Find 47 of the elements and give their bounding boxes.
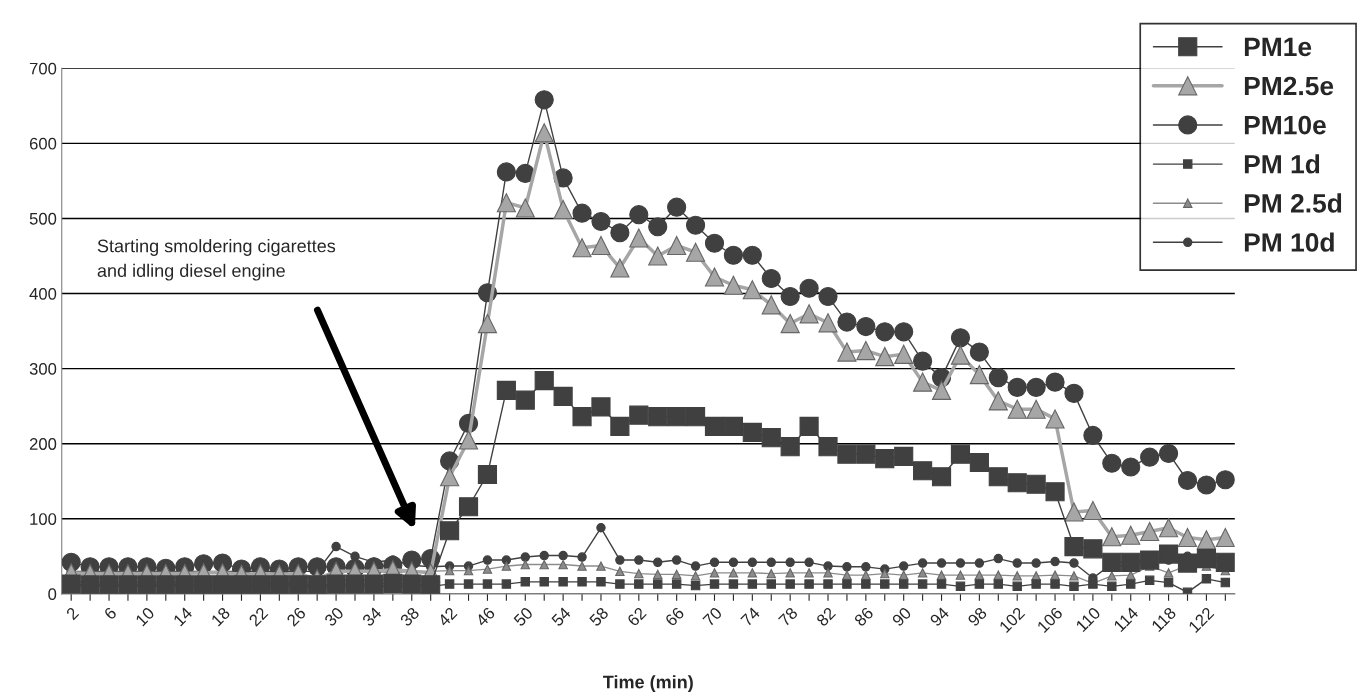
x-tick-label: 90	[891, 606, 912, 627]
y-tick-label: 600	[29, 137, 57, 150]
x-tick-label: 42	[437, 606, 458, 628]
x-tick-label: 118	[1151, 606, 1177, 633]
x-tick-label: 122	[1187, 606, 1215, 633]
x-tick-label: 58	[588, 606, 610, 627]
x-tick-label: 18	[210, 606, 231, 627]
y-tick-label: 200	[29, 438, 57, 450]
x-tick-label: 26	[286, 606, 307, 627]
x-tick-label: 110	[1075, 606, 1102, 633]
x-tick-label: 86	[853, 606, 874, 627]
x-tick-label: 38	[399, 606, 420, 627]
y-tick-label: 500	[29, 212, 57, 225]
x-tick-label: 94	[929, 606, 950, 627]
x-tick-label: 62	[626, 606, 647, 627]
x-tick-label: 30	[323, 606, 345, 627]
x-tick-label: 74	[740, 606, 761, 627]
legend-label: PM 2.5d	[1244, 193, 1342, 213]
x-tick-label: 50	[512, 606, 534, 627]
x-tick-label: 22	[248, 606, 269, 627]
legend-label: PM 1d	[1244, 154, 1320, 174]
y-tick-label: 700	[29, 62, 57, 75]
x-tick-label: 10	[134, 606, 156, 627]
x-tick-label: 46	[474, 606, 496, 628]
y-tick-label: 100	[30, 513, 57, 525]
legend-label: PM1e	[1244, 37, 1312, 57]
x-tick-label: 2	[65, 606, 80, 621]
annotation: Starting smoldering cigarettes and idling diesel engine	[97, 239, 336, 281]
x-tick-label: 106	[1036, 606, 1064, 634]
x-tick-label: 98	[967, 606, 988, 627]
legend-label: PM 10d	[1244, 232, 1334, 252]
y-tick-label: 300	[29, 363, 57, 375]
y-tick-label: 400	[29, 287, 57, 300]
x-tick-label: 82	[815, 606, 837, 627]
x-tick-label: 114	[1113, 606, 1139, 633]
x-tick-label: 78	[777, 606, 799, 627]
x-tick-label: 102	[998, 606, 1026, 634]
legend-label: PM10e	[1244, 115, 1326, 135]
y-tick-label: 0	[48, 588, 57, 601]
x-tick-label: 14	[172, 606, 193, 627]
x-tick-label: 6	[103, 606, 118, 621]
x-tick-label: 34	[361, 606, 383, 627]
x-tick-label: 66	[664, 606, 685, 627]
x-tick-label: 70	[702, 606, 723, 627]
x-tick-label: 54	[550, 606, 572, 627]
legend-label: PM2.5e	[1244, 76, 1334, 96]
x-axis-title: Time (min)	[602, 675, 693, 693]
